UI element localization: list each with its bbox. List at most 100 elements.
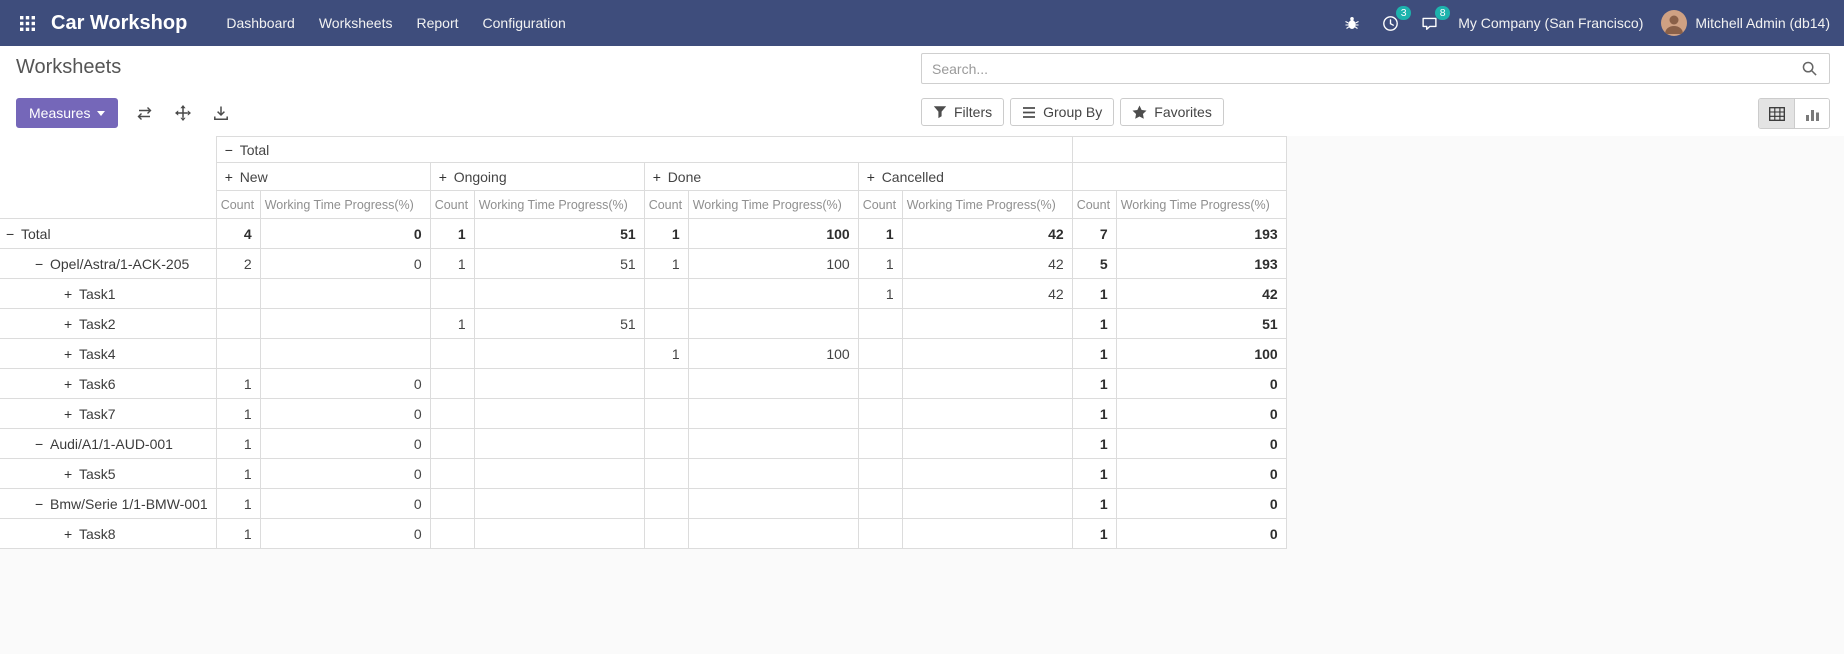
pivot-cell[interactable]: 100: [1115, 338, 1287, 369]
pivot-cell[interactable]: 0: [1115, 428, 1287, 459]
pivot-cell[interactable]: 5: [1071, 248, 1117, 279]
menu-item-configuration[interactable]: Configuration: [482, 15, 566, 31]
pivot-cell[interactable]: 42: [901, 218, 1073, 249]
pivot-cell[interactable]: 1: [215, 428, 261, 459]
pivot-cell[interactable]: 1: [1071, 368, 1117, 399]
pivot-cell[interactable]: 4: [215, 218, 261, 249]
pivot-cell[interactable]: 0: [1115, 398, 1287, 429]
pivot-cell[interactable]: 1: [643, 218, 689, 249]
measure-header-progress[interactable]: Working Time Progress(%): [259, 190, 431, 219]
pivot-cell[interactable]: 2: [215, 248, 261, 279]
row-header[interactable]: + Task4: [0, 338, 217, 369]
download-xlsx-button[interactable]: [209, 101, 233, 125]
pivot-cell[interactable]: 1: [1071, 428, 1117, 459]
pivot-cell[interactable]: 1: [1071, 308, 1117, 339]
row-header[interactable]: − Opel/Astra/1-ACK-205: [0, 248, 217, 279]
pivot-cell[interactable]: 0: [259, 488, 431, 519]
pivot-cell[interactable]: 0: [1115, 518, 1287, 549]
menu-item-dashboard[interactable]: Dashboard: [226, 15, 295, 31]
pivot-cell[interactable]: 1: [643, 338, 689, 369]
pivot-cell[interactable]: 193: [1115, 248, 1287, 279]
pivot-cell[interactable]: 0: [1115, 458, 1287, 489]
col-group-new[interactable]: + New: [215, 162, 431, 191]
messages-button[interactable]: 8: [1419, 5, 1451, 34]
measure-header-count[interactable]: Count: [643, 190, 689, 219]
search-button[interactable]: [1789, 54, 1829, 83]
pivot-cell[interactable]: 193: [1115, 218, 1287, 249]
measure-header-count[interactable]: Count: [857, 190, 903, 219]
pivot-cell[interactable]: 1: [1071, 278, 1117, 309]
pivot-cell[interactable]: 1: [215, 518, 261, 549]
measure-header-count[interactable]: Count: [429, 190, 475, 219]
col-group-ongoing[interactable]: + Ongoing: [429, 162, 645, 191]
row-header[interactable]: + Task8: [0, 518, 217, 549]
pivot-cell[interactable]: 1: [215, 368, 261, 399]
pivot-cell[interactable]: 0: [259, 218, 431, 249]
pivot-cell[interactable]: 0: [259, 428, 431, 459]
pivot-cell[interactable]: 51: [473, 248, 645, 279]
pivot-cell[interactable]: 100: [687, 248, 859, 279]
row-header[interactable]: − Audi/A1/1-AUD-001: [0, 428, 217, 459]
pivot-cell[interactable]: 1: [857, 278, 903, 309]
pivot-cell[interactable]: 0: [259, 398, 431, 429]
pivot-cell[interactable]: 1: [857, 218, 903, 249]
row-header[interactable]: + Task5: [0, 458, 217, 489]
row-header[interactable]: − Total: [0, 218, 217, 249]
user-menu[interactable]: Mitchell Admin (db14): [1661, 10, 1830, 36]
expand-all-button[interactable]: [171, 101, 195, 125]
app-title[interactable]: Car Workshop: [51, 11, 188, 34]
measure-header-count[interactable]: Count: [1071, 190, 1117, 219]
pivot-cell[interactable]: 1: [643, 248, 689, 279]
row-header[interactable]: + Task6: [0, 368, 217, 399]
filters-button[interactable]: Filters: [921, 98, 1005, 126]
pivot-cell[interactable]: 1: [1071, 458, 1117, 489]
pivot-cell[interactable]: 0: [1115, 368, 1287, 399]
flip-axis-button[interactable]: [132, 102, 157, 125]
pivot-cell[interactable]: 1: [1071, 398, 1117, 429]
pivot-cell[interactable]: 1: [1071, 488, 1117, 519]
pivot-view-button[interactable]: [1759, 99, 1794, 128]
pivot-cell[interactable]: 100: [687, 338, 859, 369]
pivot-cell[interactable]: 1: [857, 248, 903, 279]
row-header[interactable]: + Task2: [0, 308, 217, 339]
col-group-total[interactable]: − Total: [215, 136, 1073, 163]
debug-button[interactable]: [1342, 13, 1362, 33]
pivot-cell[interactable]: 1: [429, 308, 475, 339]
menu-item-report[interactable]: Report: [416, 15, 459, 31]
measure-header-progress[interactable]: Working Time Progress(%): [473, 190, 645, 219]
pivot-cell[interactable]: 1: [429, 248, 475, 279]
group-by-button[interactable]: Group By: [1010, 98, 1115, 126]
graph-view-button[interactable]: [1794, 99, 1829, 128]
row-header[interactable]: + Task1: [0, 278, 217, 309]
activities-button[interactable]: 3: [1380, 5, 1412, 34]
measure-header-progress[interactable]: Working Time Progress(%): [1115, 190, 1287, 219]
col-group-done[interactable]: + Done: [643, 162, 859, 191]
measure-header-progress[interactable]: Working Time Progress(%): [901, 190, 1073, 219]
pivot-cell[interactable]: 51: [473, 218, 645, 249]
col-group-cancelled[interactable]: + Cancelled: [857, 162, 1073, 191]
pivot-cell[interactable]: 0: [259, 248, 431, 279]
pivot-cell[interactable]: 42: [901, 248, 1073, 279]
row-header[interactable]: + Task7: [0, 398, 217, 429]
pivot-cell[interactable]: 1: [215, 458, 261, 489]
pivot-cell[interactable]: 1: [215, 488, 261, 519]
pivot-cell[interactable]: 0: [1115, 488, 1287, 519]
pivot-cell[interactable]: 51: [473, 308, 645, 339]
pivot-cell[interactable]: 51: [1115, 308, 1287, 339]
pivot-cell[interactable]: 42: [901, 278, 1073, 309]
pivot-cell[interactable]: 1: [1071, 518, 1117, 549]
measure-header-progress[interactable]: Working Time Progress(%): [687, 190, 859, 219]
measure-header-count[interactable]: Count: [215, 190, 261, 219]
pivot-cell[interactable]: 0: [259, 368, 431, 399]
pivot-cell[interactable]: 1: [215, 398, 261, 429]
pivot-cell[interactable]: 100: [687, 218, 859, 249]
pivot-cell[interactable]: 7: [1071, 218, 1117, 249]
pivot-cell[interactable]: 1: [1071, 338, 1117, 369]
search-input[interactable]: [922, 54, 1789, 83]
apps-menu-button[interactable]: [14, 10, 41, 37]
menu-item-worksheets[interactable]: Worksheets: [318, 15, 393, 31]
row-header[interactable]: − Bmw/Serie 1/1-BMW-001: [0, 488, 217, 519]
measures-button[interactable]: Measures: [16, 98, 119, 128]
pivot-cell[interactable]: 1: [429, 218, 475, 249]
favorites-button[interactable]: Favorites: [1120, 98, 1224, 126]
